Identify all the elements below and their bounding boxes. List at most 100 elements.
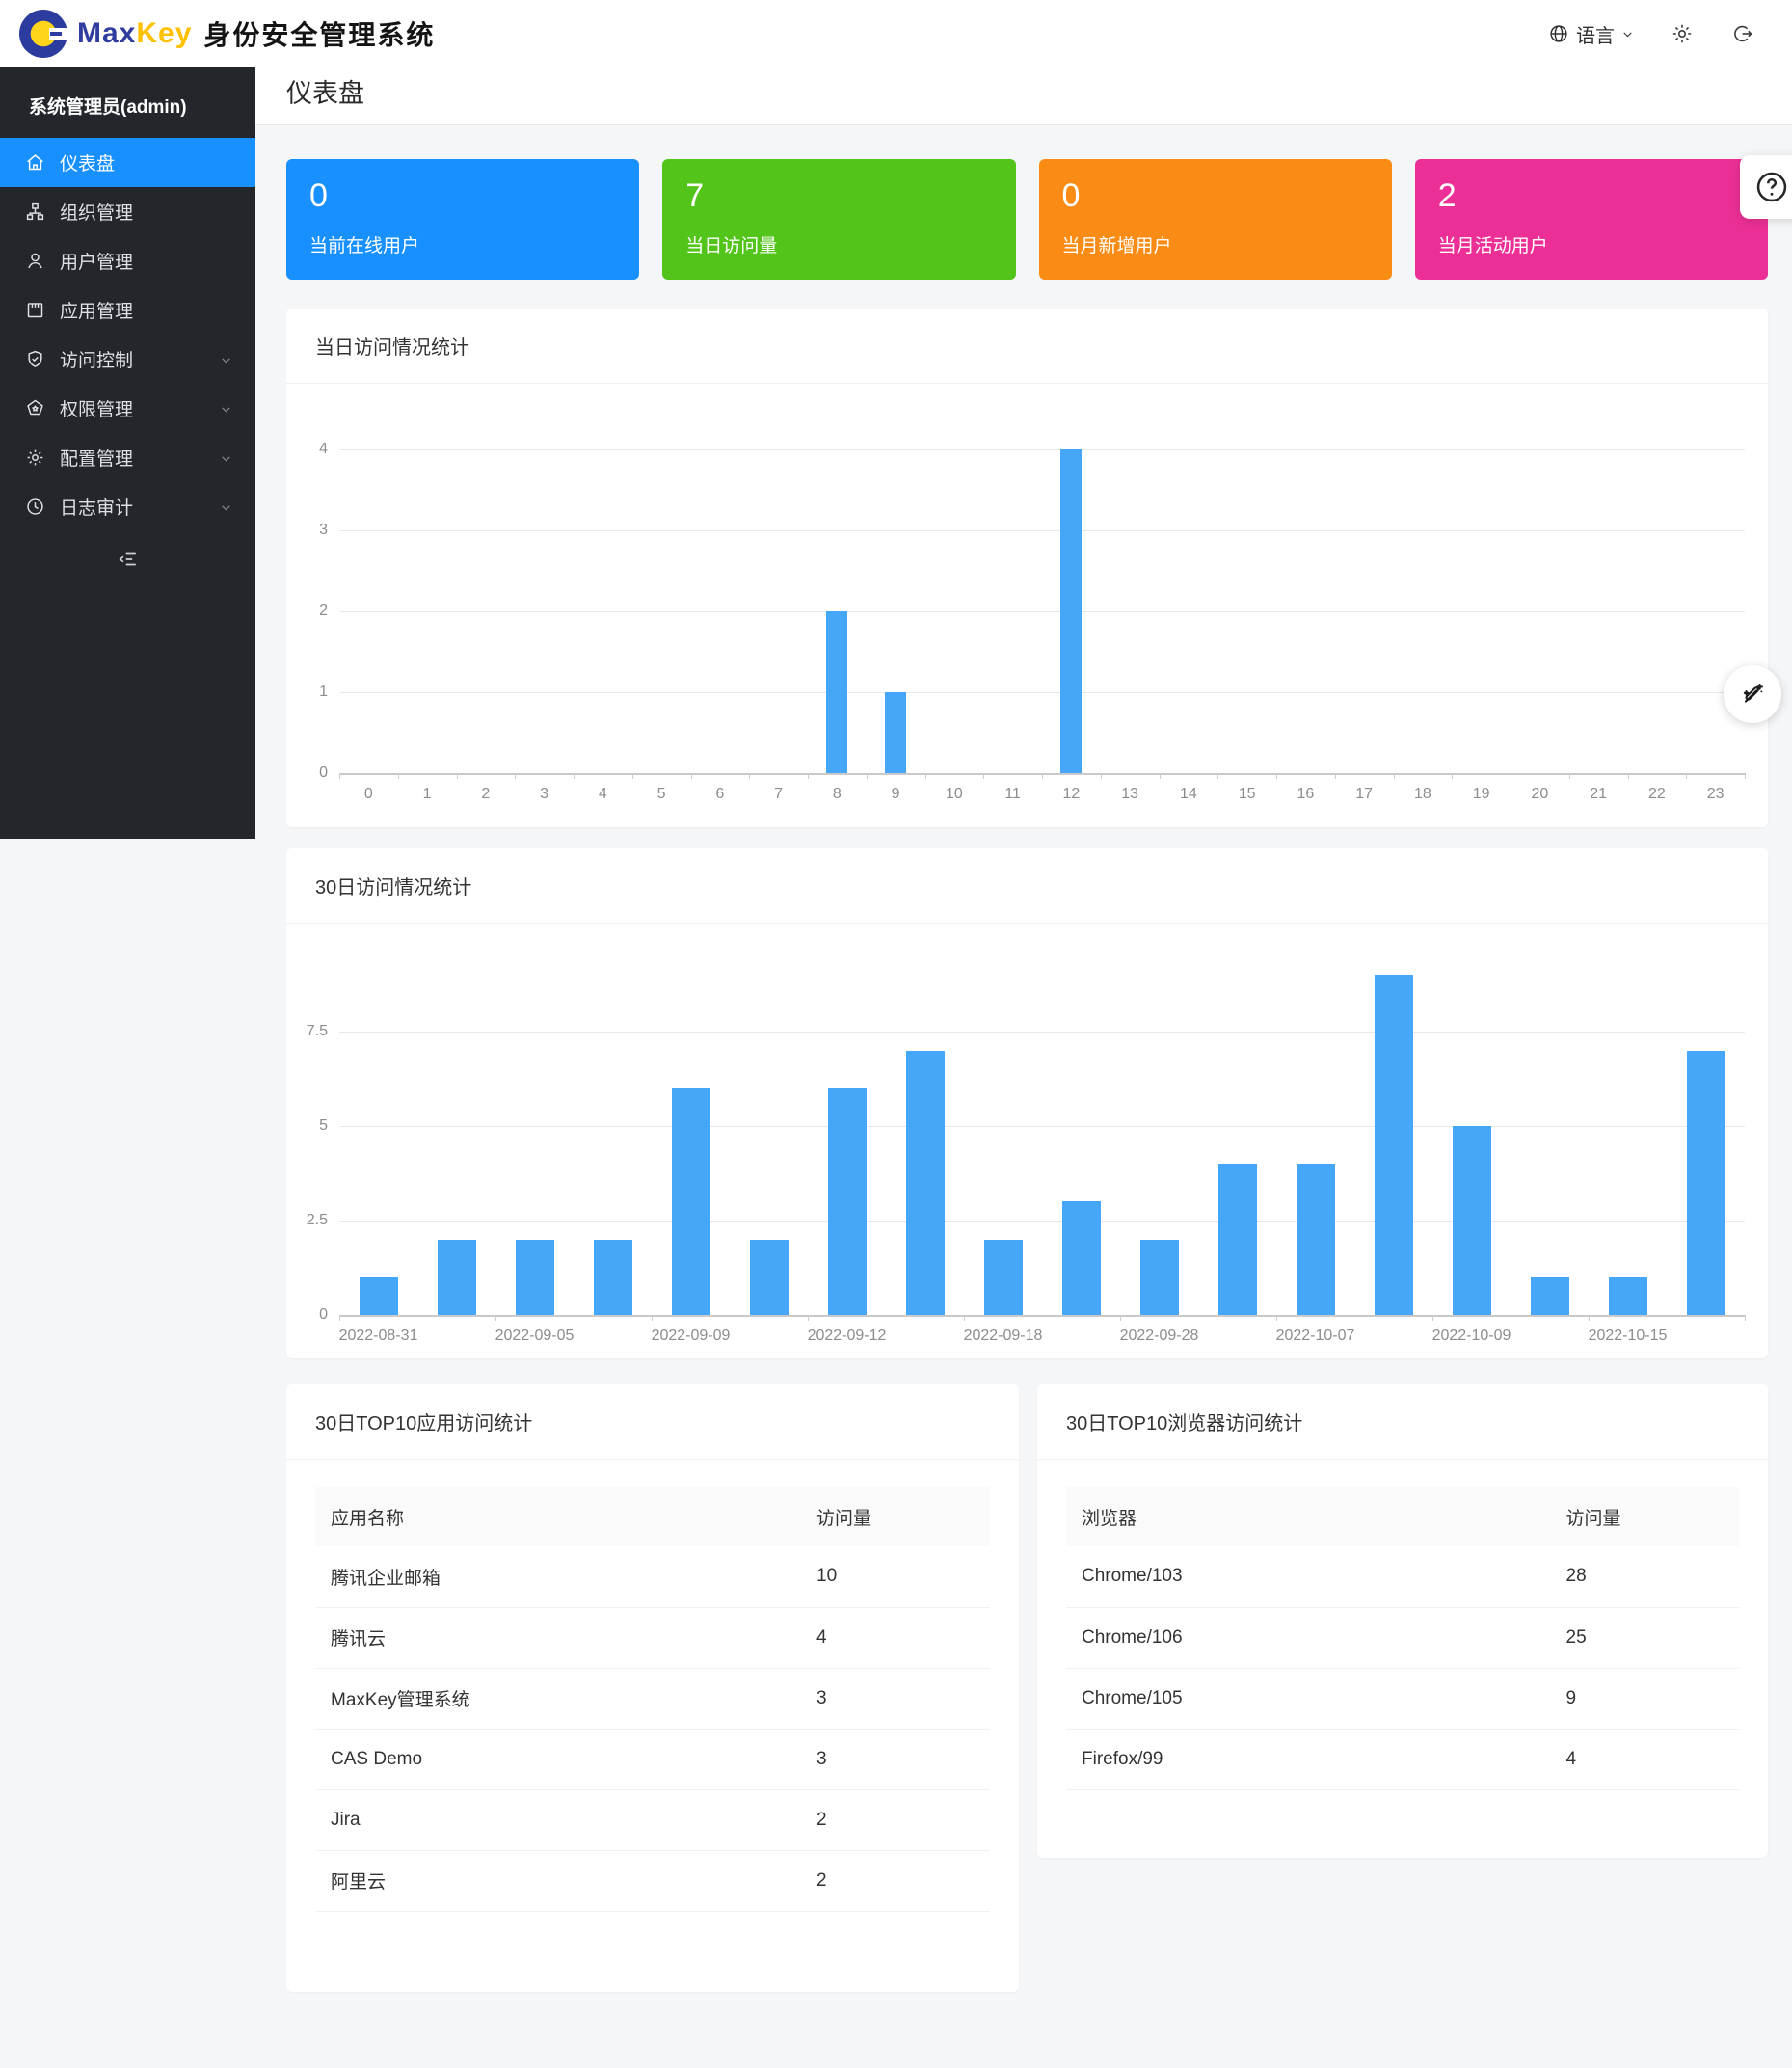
sidebar-item-access[interactable]: 访问控制 — [0, 335, 255, 384]
count-cell: 4 — [1550, 1729, 1739, 1790]
grid-line — [339, 1032, 1745, 1033]
bar — [885, 692, 907, 773]
grid-line — [339, 530, 1745, 531]
sidebar-item-audit[interactable]: 日志审计 — [0, 482, 255, 531]
x-axis-tick-label: 1 — [422, 786, 432, 802]
table-row: MaxKey管理系统 3 — [315, 1668, 990, 1730]
shield-icon — [25, 349, 45, 369]
x-axis-tick-label: 12 — [1062, 786, 1081, 802]
x-axis-tick-label: 10 — [945, 786, 963, 802]
chevron-down-icon — [220, 501, 232, 514]
x-axis-tick-label: 2022-09-18 — [963, 1328, 1043, 1344]
name-cell: 阿里云 — [315, 1850, 801, 1912]
settings-button[interactable] — [1671, 22, 1694, 45]
sidebar-item-dashboard[interactable]: 仪表盘 — [0, 138, 255, 187]
sidebar-item-label: 访问控制 — [60, 351, 134, 371]
theme-switch-button[interactable] — [1724, 665, 1781, 723]
sidebar-item-users[interactable]: 用户管理 — [0, 236, 255, 285]
bar — [1060, 449, 1083, 773]
chevron-down-icon — [220, 452, 232, 465]
stat-card-label: 当前在线用户 — [309, 236, 420, 257]
x-axis-tick-label: 9 — [891, 786, 900, 802]
count-cell: 3 — [801, 1729, 990, 1790]
x-axis-tick — [574, 773, 575, 779]
gear-icon — [1671, 22, 1694, 45]
column-header: 应用名称 — [315, 1487, 801, 1546]
grid-line — [339, 1126, 1745, 1127]
x-axis-tick-label: 19 — [1472, 786, 1490, 802]
x-axis-tick-label: 6 — [715, 786, 725, 802]
x-axis-line — [339, 1315, 1745, 1317]
x-axis-tick-label: 21 — [1590, 786, 1608, 802]
table-row: 腾讯云 4 — [315, 1607, 990, 1669]
x-axis-tick — [1042, 773, 1043, 779]
x-axis-tick-label: 2022-10-07 — [1275, 1328, 1355, 1344]
x-axis-tick-label: 11 — [1004, 786, 1021, 802]
brand[interactable]: Max Key 身份安全管理系统 — [19, 10, 435, 58]
x-axis-tick — [339, 773, 340, 779]
stat-card: 0 当前在线用户 — [286, 159, 640, 280]
bar — [359, 1276, 398, 1315]
x-axis-tick — [1568, 773, 1570, 779]
app-icon — [25, 300, 45, 320]
sidebar-item-config[interactable]: 配置管理 — [0, 433, 255, 482]
sidebar-item-permission[interactable]: 权限管理 — [0, 384, 255, 433]
menu-fold-button[interactable] — [110, 541, 147, 577]
logout-button[interactable] — [1730, 22, 1753, 45]
name-cell: CAS Demo — [315, 1729, 801, 1790]
chevron-down-icon — [220, 354, 232, 366]
table-row: Firefox/99 4 — [1066, 1729, 1739, 1790]
x-axis-tick — [1217, 773, 1219, 779]
bar — [1296, 1164, 1335, 1315]
stat-card-value: 7 — [685, 177, 705, 214]
name-cell: Jira — [315, 1789, 801, 1851]
y-axis-tick-label: 1 — [319, 684, 328, 700]
stat-card-label: 当日访问量 — [685, 236, 778, 257]
bar — [1374, 975, 1413, 1315]
hourly-visits-panel: 当日访问情况统计 0 1 2 3 4 0 1 2 3 4 5 6 7 8 9 10 11 12 13 14 15 16 17… — [286, 309, 1768, 827]
monthly-visits-chart: 0 2.5 5 7.5 2022-08-31 2022-09-05 2022-09-09 20… — [286, 924, 1768, 1364]
name-cell: Chrome/103 — [1066, 1546, 1551, 1608]
brand-max: Max — [77, 17, 137, 49]
count-cell: 2 — [801, 1789, 990, 1851]
y-axis-tick-label: 4 — [319, 441, 328, 457]
x-axis-tick-label: 2022-09-12 — [807, 1328, 887, 1344]
x-axis-tick-label: 20 — [1531, 786, 1549, 802]
y-axis-tick-label: 3 — [319, 522, 328, 538]
x-axis-tick — [1627, 773, 1629, 779]
x-axis-tick — [983, 773, 985, 779]
grid-line — [339, 449, 1745, 450]
chevron-down-icon — [220, 403, 232, 416]
name-cell: 腾讯云 — [315, 1607, 801, 1669]
x-axis-tick-label: 18 — [1413, 786, 1431, 802]
brand-key: Key — [136, 17, 193, 49]
name-cell: Chrome/106 — [1066, 1607, 1551, 1669]
user-icon — [25, 251, 45, 271]
sidebar-item-label: 用户管理 — [60, 253, 134, 273]
top-browsers-table: 浏览器 访问量 Chrome/103 28 Chrome/106 25 Chrome/1… — [1066, 1487, 1739, 1790]
bar — [749, 1239, 789, 1315]
x-axis-tick — [866, 773, 868, 779]
x-axis-tick-label: 2022-09-09 — [651, 1328, 731, 1344]
stat-card-label: 当月活动用户 — [1437, 236, 1548, 257]
language-menu[interactable]: 语言 — [1548, 20, 1634, 48]
current-user: 系统管理员(admin) — [29, 97, 187, 118]
bar — [515, 1239, 554, 1315]
page-title: 仪表盘 — [286, 79, 364, 108]
y-axis-tick-label: 2.5 — [306, 1212, 328, 1228]
x-axis-tick — [1276, 773, 1277, 779]
sidebar-item-apps[interactable]: 应用管理 — [0, 285, 255, 335]
x-axis-tick — [631, 773, 633, 779]
x-axis-tick-label: 2 — [481, 786, 491, 802]
bar — [437, 1239, 476, 1315]
x-axis-tick — [1452, 773, 1454, 779]
sidebar-item-label: 日志审计 — [60, 498, 134, 519]
x-axis-tick — [1589, 1315, 1590, 1321]
table-row: Chrome/105 9 — [1066, 1668, 1739, 1730]
help-button[interactable] — [1740, 155, 1792, 219]
sidebar-item-org[interactable]: 组织管理 — [0, 187, 255, 236]
x-axis-tick-label: 4 — [598, 786, 607, 802]
name-cell: Chrome/105 — [1066, 1668, 1551, 1730]
hourly-visits-chart: 0 1 2 3 4 0 1 2 3 4 5 6 7 8 9 10 11 12 13 14 15 16 17 18 19 20 21 2… — [286, 384, 1768, 833]
